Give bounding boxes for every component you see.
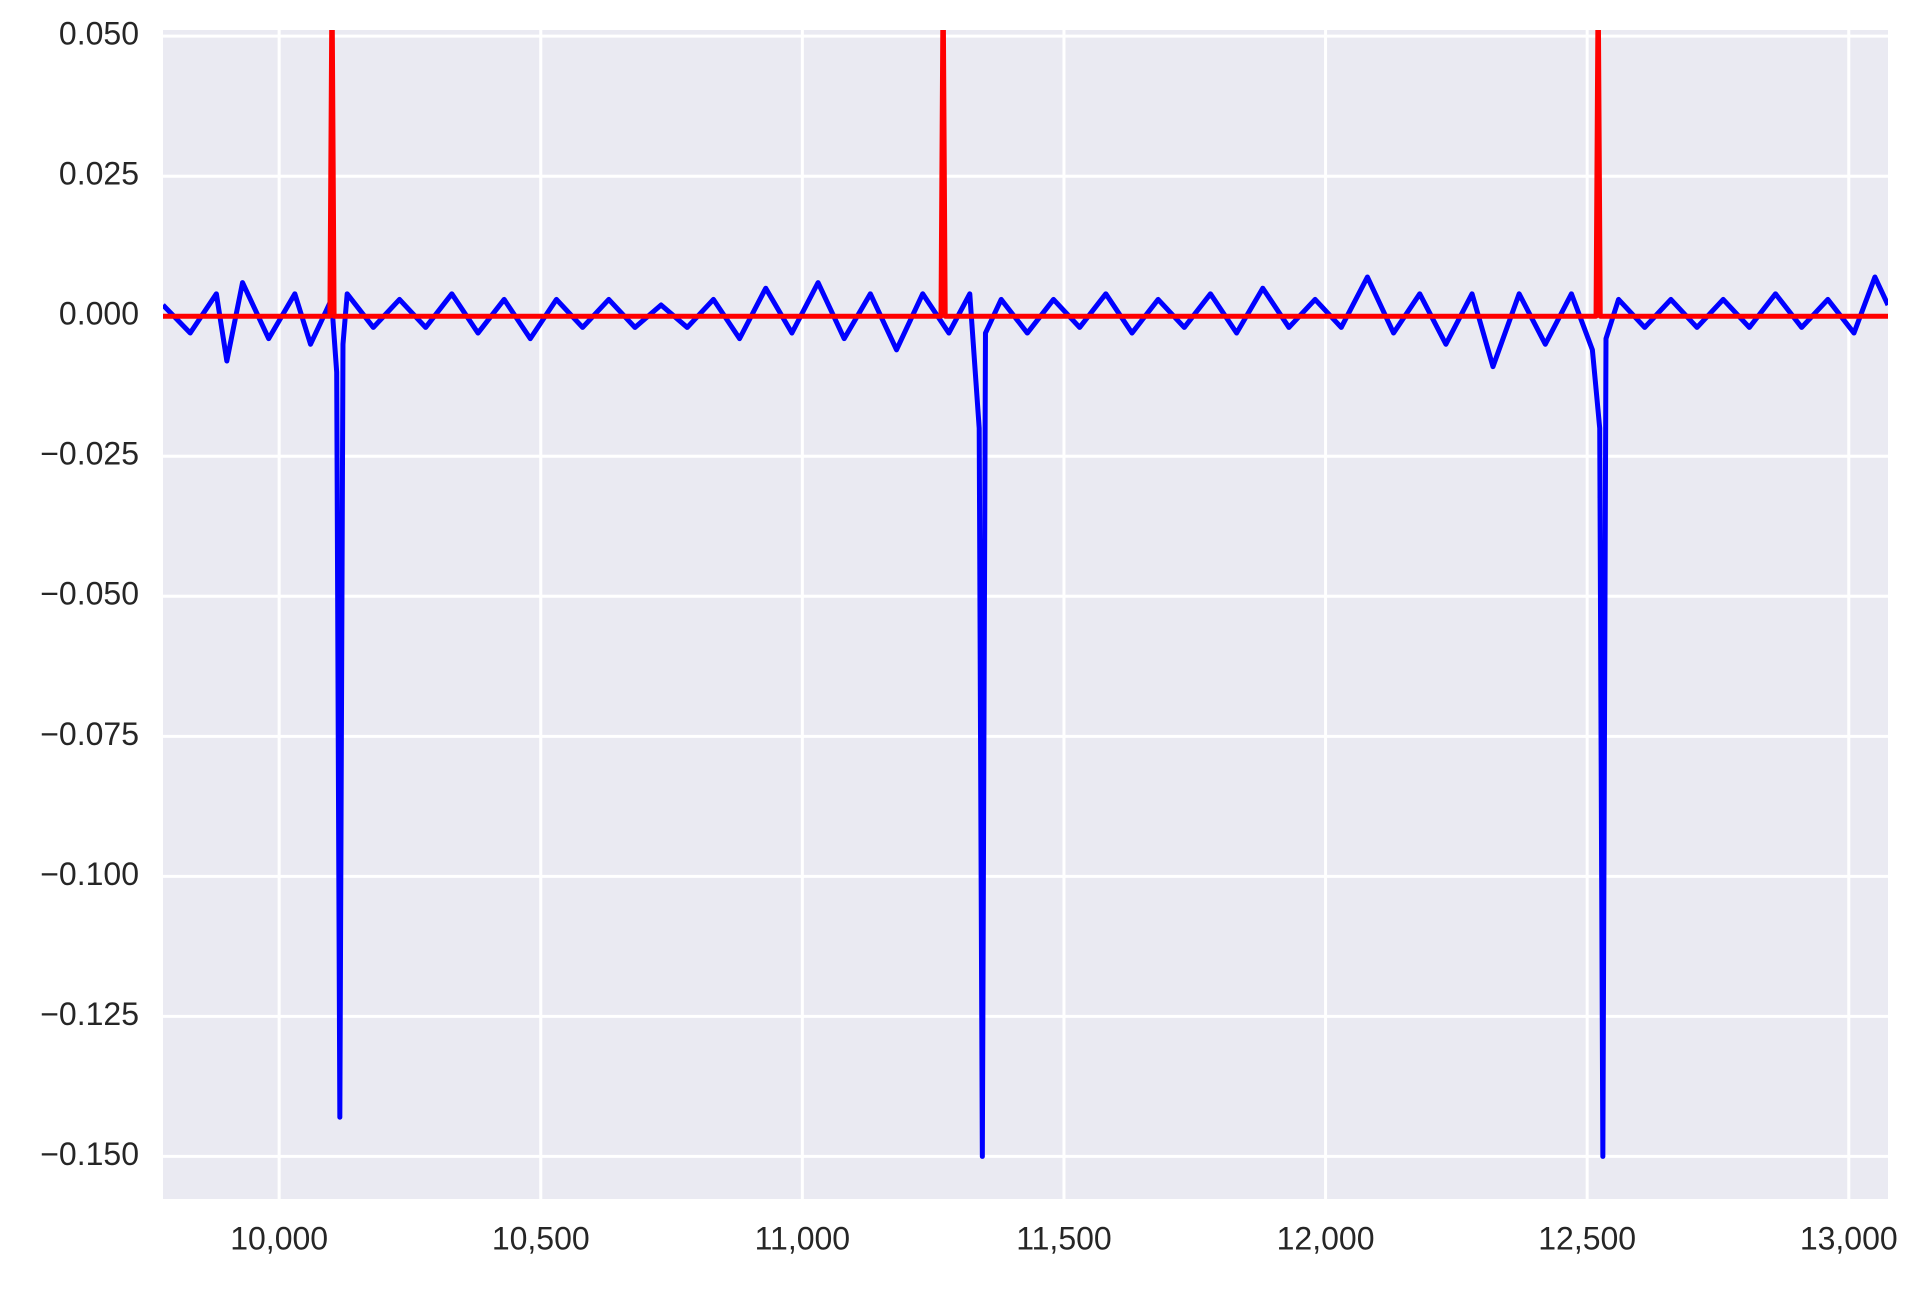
data-line [163, 274, 1888, 1159]
y-tick-label: −0.125 [40, 996, 139, 1032]
x-tick-label: 12,500 [1538, 1220, 1636, 1256]
y-tick-label: 0.000 [59, 296, 139, 332]
plot-area [163, 30, 1888, 1159]
x-tick-label: 11,000 [755, 1220, 851, 1256]
x-tick-label: 13,000 [1800, 1220, 1898, 1256]
y-tick-label: −0.050 [40, 576, 139, 612]
y-tick-label: −0.075 [40, 716, 139, 752]
y-tick-label: 0.050 [59, 16, 139, 52]
y-tick-label: −0.025 [40, 436, 139, 472]
x-tick-label: 12,000 [1277, 1220, 1375, 1256]
y-tick-label: 0.025 [59, 156, 139, 192]
x-tick-label: 10,500 [492, 1220, 590, 1256]
x-tick-label: 10,000 [230, 1220, 328, 1256]
y-tick-label: −0.150 [40, 1136, 139, 1172]
x-tick-label: 11,500 [1016, 1220, 1112, 1256]
data-line [163, 30, 1888, 319]
y-tick-label: −0.100 [40, 856, 139, 892]
plot-background [163, 30, 1888, 1199]
